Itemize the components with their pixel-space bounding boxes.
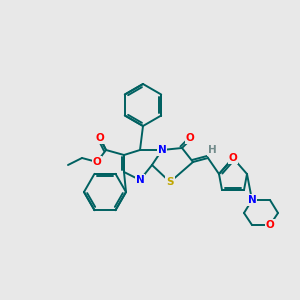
Text: N: N [158, 145, 166, 155]
Text: N: N [136, 175, 144, 185]
Text: H: H [208, 145, 216, 155]
Text: O: O [93, 157, 101, 167]
Text: O: O [266, 220, 274, 230]
Text: S: S [166, 177, 174, 187]
Text: N: N [248, 195, 256, 205]
Text: O: O [186, 133, 194, 143]
Text: O: O [96, 133, 104, 143]
Text: O: O [229, 153, 237, 163]
